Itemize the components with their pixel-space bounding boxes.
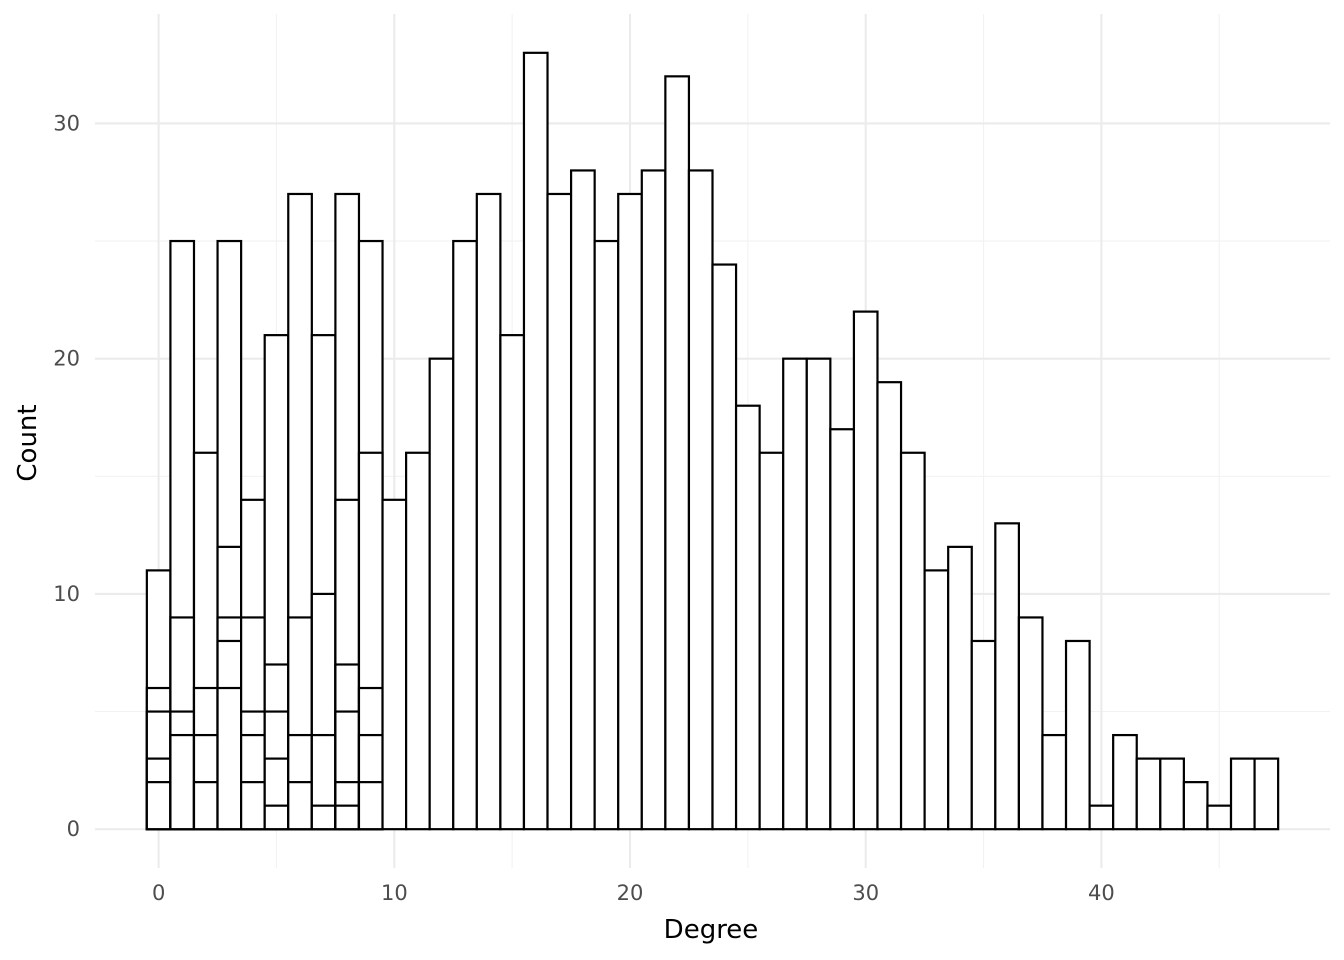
histogram-bar xyxy=(216,686,243,831)
histogram-bar xyxy=(758,451,785,831)
histogram-bar xyxy=(263,804,290,831)
histogram-bar xyxy=(428,357,455,831)
histogram-bar xyxy=(499,334,526,831)
histogram-bar xyxy=(357,781,384,831)
bars-layer xyxy=(145,51,1280,831)
histogram-bar xyxy=(711,263,738,831)
histogram-bar xyxy=(405,451,431,831)
histogram-bar xyxy=(994,522,1020,831)
histogram-bar xyxy=(1017,616,1044,831)
histogram-bar xyxy=(546,192,573,831)
y-tick-label: 10 xyxy=(53,582,80,606)
histogram-bar xyxy=(617,192,643,831)
histogram-bar xyxy=(569,169,596,831)
histogram-bar xyxy=(334,804,361,831)
ticks-layer: 0 10 20 30 40 0 10 20 30 xyxy=(53,111,1114,905)
histogram-bar xyxy=(899,451,926,831)
histogram-bar xyxy=(522,51,549,831)
histogram-bar xyxy=(664,75,691,831)
y-tick-label: 20 xyxy=(53,347,80,371)
histogram-bar xyxy=(1159,757,1185,831)
histogram-bar xyxy=(876,381,903,831)
y-axis-title: Count xyxy=(13,404,43,481)
histogram-bar xyxy=(1182,781,1209,831)
histogram-bar xyxy=(923,569,950,831)
histogram-bar xyxy=(381,498,408,831)
histogram-bar xyxy=(240,781,266,831)
histogram-bar xyxy=(1088,804,1115,831)
histogram-bar xyxy=(1229,757,1256,831)
histogram-bar xyxy=(782,357,808,831)
histogram-bar xyxy=(1064,639,1091,831)
x-tick-label: 30 xyxy=(852,881,879,905)
histogram-bar xyxy=(593,239,620,831)
histogram-bar xyxy=(192,781,219,831)
histogram-bar xyxy=(145,781,172,831)
x-tick-label: 20 xyxy=(617,881,644,905)
x-tick-label: 10 xyxy=(381,881,408,905)
histogram-bar xyxy=(947,545,973,831)
y-tick-label: 30 xyxy=(53,111,80,135)
x-tick-label: 40 xyxy=(1088,881,1115,905)
histogram-bar xyxy=(1135,757,1162,831)
histogram-bar xyxy=(734,404,761,831)
histogram-bar xyxy=(970,639,997,831)
histogram-bar xyxy=(287,781,313,831)
histogram-bar xyxy=(687,169,714,831)
histogram-bar xyxy=(805,357,832,831)
histogram-bar xyxy=(310,804,337,831)
histogram-bar xyxy=(475,192,502,831)
histogram-bar xyxy=(1112,733,1138,831)
histogram-bar xyxy=(169,733,196,831)
histogram-bar xyxy=(829,428,856,831)
x-tick-label: 0 xyxy=(152,881,165,905)
histogram-bar xyxy=(1041,733,1068,831)
histogram-bar xyxy=(452,239,478,831)
y-tick-label: 0 xyxy=(67,817,80,841)
histogram-bar xyxy=(1253,757,1280,831)
x-axis-title: Degree xyxy=(664,915,759,945)
histogram-bar xyxy=(1206,804,1233,831)
histogram-bar xyxy=(640,169,667,831)
histogram-bar xyxy=(852,310,879,831)
